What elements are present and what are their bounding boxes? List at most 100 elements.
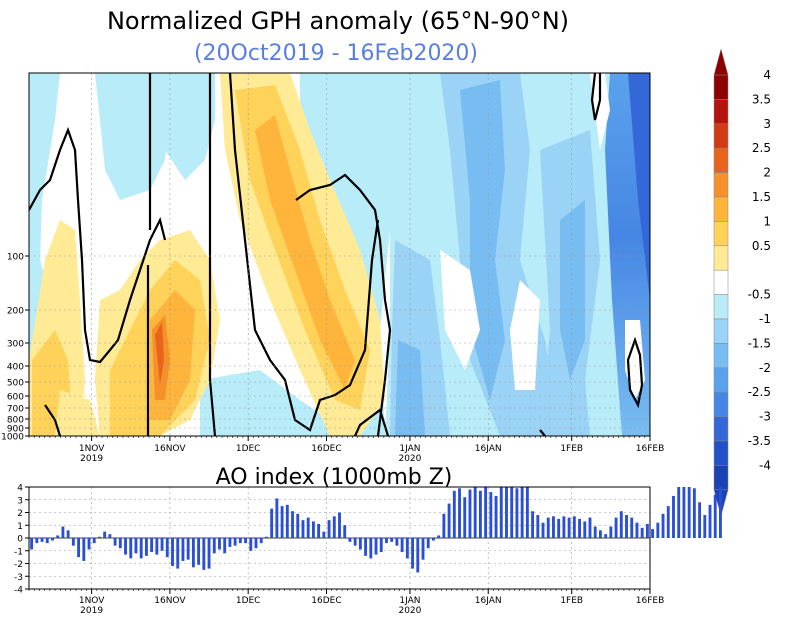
ao-y-axis: 4 3 2 1 0 -1 -2 -3 -4 [14,484,29,596]
ao-bar [708,504,712,538]
ao-title: AO index (1000mb Z) [216,465,453,490]
white-gap-2 [510,280,540,390]
ao-x-tick-label: 1NOV [79,596,105,606]
ao-bar [40,538,44,542]
colorbar-swatch [713,74,729,100]
colorbar-swatch [713,123,729,149]
ao-bar [588,517,592,538]
ao-bar [56,535,60,538]
colorbar-label: 3 [763,117,771,131]
ao-bar [92,538,96,544]
ao-bar [692,488,696,538]
ao-bar [468,489,472,538]
heatmap-y-tick-label: 800 [7,416,24,426]
ao-bar [546,517,550,538]
ao-bar [531,511,535,538]
heatmap-y-tick-label: 500 [7,379,24,389]
ao-bar [645,523,649,538]
colorbar-swatch [713,221,729,247]
ao-bar [82,538,86,561]
ao-bar [651,529,655,538]
ao-x-tick-label: 1FEB [560,596,583,606]
ao-bar [160,538,164,551]
colorbar-label: -2 [759,361,771,375]
heatmap-y-tick-label: 600 [7,393,24,403]
ao-bar [139,538,143,559]
heatmap-x-tick-label: 1DEC [236,444,261,454]
ao-bar [567,517,571,538]
gph-heatmap [29,73,650,436]
ao-bar [212,538,216,554]
ao-bar [181,538,185,561]
colorbar-label: 0.5 [752,239,771,253]
ao-bar [385,538,388,544]
heatmap-y-tick-label: 300 [7,340,24,350]
heatmap-x-tick-label: 16FEB [636,444,665,454]
ao-bar [593,526,597,538]
ao-bar [51,538,54,541]
ao-bar [71,538,75,546]
ao-bar [118,538,122,549]
colorbar-swatch [713,343,729,369]
ao-bar [254,538,258,549]
colorbar-swatch [713,294,729,320]
ao-bar [364,538,368,556]
ao-bar [536,515,540,538]
ao-bar [223,538,227,554]
ao-bar [66,530,70,538]
chart-subtitle: (20Oct2019 - 16Feb2020) [194,41,478,66]
ao-bar [656,522,660,538]
ao-bar [478,490,482,538]
ao-bar [499,487,503,538]
ao-bar [677,487,681,538]
colorbar-label: -3.5 [748,434,771,448]
ao-y-tick-label: -4 [14,586,23,596]
ao-bar [113,538,117,546]
ao-bar [390,538,394,542]
ao-x-tick-label: 1JAN [399,596,420,606]
ao-bar [411,538,414,569]
ao-bar [463,497,467,538]
ao-bar [682,487,686,538]
ao-bar [332,516,336,538]
colorbar-swatch [713,318,729,344]
ao-bar [598,530,602,538]
neg-region-low1 [200,370,330,436]
ao-bar [510,487,514,538]
ao-bar [416,538,420,573]
ao-bar [640,527,644,538]
ao-bar [233,538,237,546]
ao-bar [431,538,435,541]
ao-bar [515,488,519,538]
colorbar-label: -1.5 [748,336,771,350]
colorbar-swatch [713,416,729,442]
ao-bar [197,538,201,565]
colorbar-label: -1 [759,312,771,326]
heatmap-x-tick-year: 2019 [80,454,103,464]
colorbar-label: 3.5 [752,92,771,106]
ao-bar [249,538,253,551]
ao-bar [291,511,294,538]
ao-bar [562,516,566,538]
ao-bar [374,538,378,555]
colorbar-label: -0.5 [748,288,771,302]
ao-bar [426,538,430,549]
ao-bar [238,538,242,544]
ao-bar [30,538,34,550]
zero-contours [29,73,644,436]
ao-bar [280,506,284,538]
neg-region-mid1 [95,73,170,200]
heatmap-y-tick-label: 100 [7,253,24,263]
ao-bar [489,492,493,538]
colorbar: 4 3.5 3 2.5 2 1.5 1 0.5 -0.5 -1 -1.5 -2 -2.5 -3 -3.5 -4 [713,48,771,517]
ao-bar [666,506,670,538]
ao-bars [30,487,722,573]
ao-bar [348,538,352,542]
ao-y-tick-label: 3 [17,496,23,506]
ao-bar [155,538,159,555]
ao-bar [473,487,477,538]
pos-region-3c [255,115,355,390]
heatmap-x-tick-label: 1FEB [560,444,583,454]
colorbar-swatch [713,440,729,466]
ao-bar [572,516,576,538]
